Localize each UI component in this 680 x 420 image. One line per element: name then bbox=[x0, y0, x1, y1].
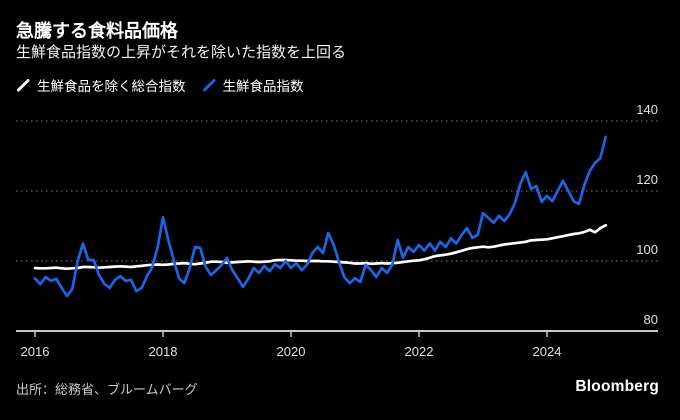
white-line-swatch-icon bbox=[17, 78, 30, 91]
x-axis-label-2020: 2020 bbox=[277, 344, 306, 359]
blue-line-swatch-icon bbox=[202, 78, 215, 91]
chart-subtitle: 生鮮食品指数の上昇がそれを除いた指数を上回る bbox=[16, 44, 347, 61]
y-axis-label-80: 80 bbox=[644, 312, 658, 327]
x-axis-label-2018: 2018 bbox=[149, 344, 178, 359]
legend-item-ex-fresh-food: 生鮮食品を除く総合指数 bbox=[16, 75, 186, 95]
y-axis-label-120: 120 bbox=[636, 172, 658, 187]
x-axis-label-2016: 2016 bbox=[21, 344, 50, 359]
x-axis-label-2022: 2022 bbox=[405, 344, 434, 359]
series-line-fresh-food bbox=[33, 135, 608, 298]
legend-label-ex-fresh-food: 生鮮食品を除く総合指数 bbox=[37, 79, 186, 94]
chart-title: 急騰する食料品価格 bbox=[16, 21, 178, 41]
y-axis-label-140: 140 bbox=[636, 102, 658, 117]
bloomberg-logo: Bloomberg bbox=[575, 378, 659, 395]
y-axis-label-100: 100 bbox=[636, 242, 658, 257]
legend-label-fresh-food: 生鮮食品指数 bbox=[222, 79, 304, 94]
x-axis-label-2024: 2024 bbox=[533, 344, 562, 359]
source-note: 出所：総務省、ブルームバーグ bbox=[16, 382, 198, 397]
legend-item-fresh-food: 生鮮食品指数 bbox=[202, 75, 304, 95]
chart-legend: 生鮮食品を除く総合指数 生鮮食品指数 bbox=[16, 75, 304, 95]
series-line-ex-fresh-food bbox=[33, 223, 608, 271]
